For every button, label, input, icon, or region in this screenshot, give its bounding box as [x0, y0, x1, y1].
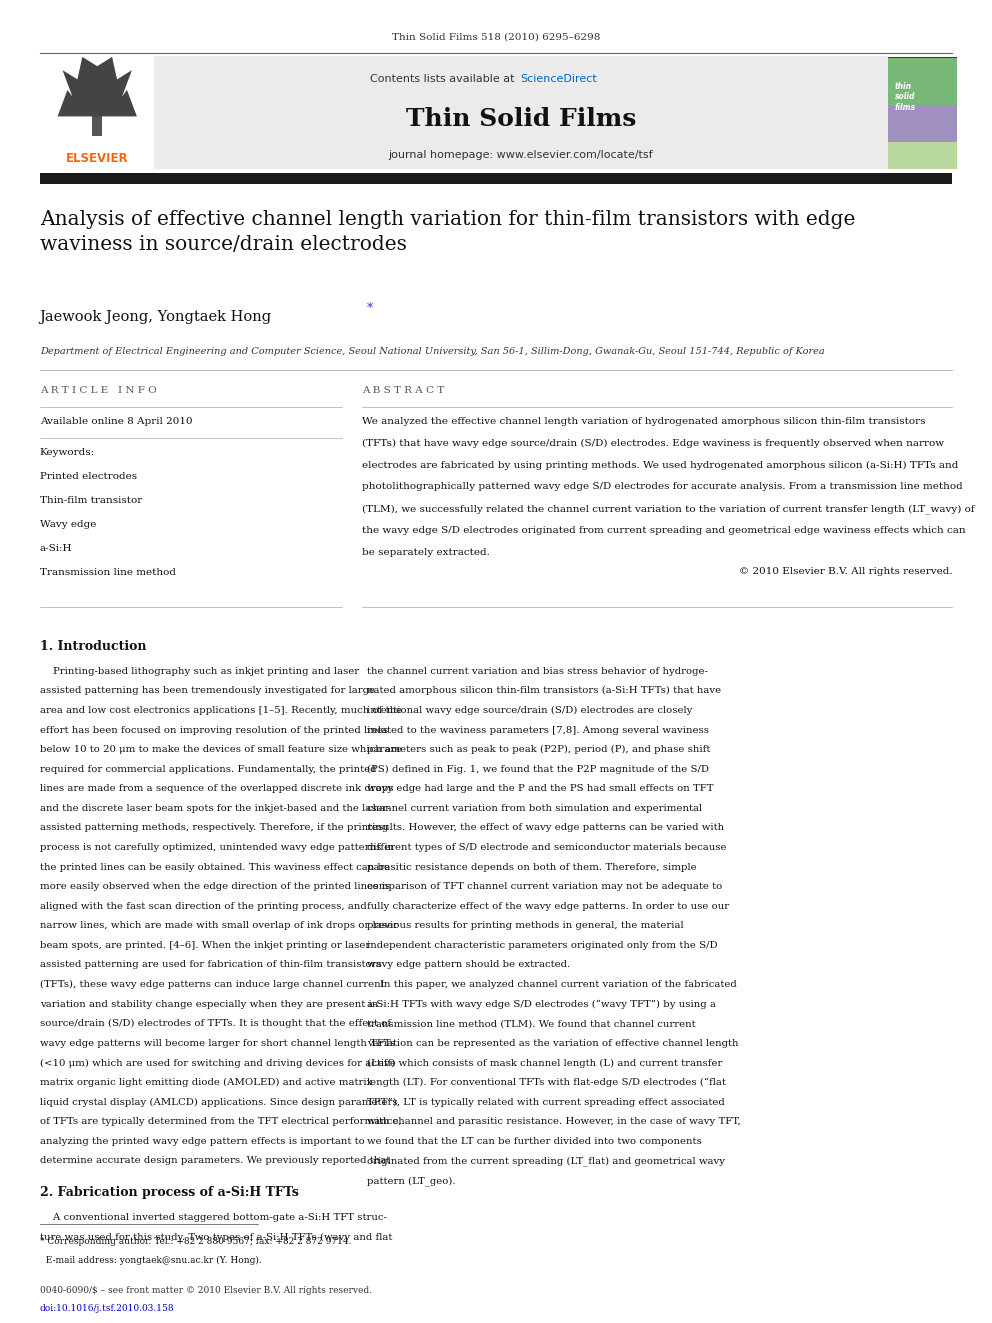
Bar	[154, 56, 888, 169]
Text: A B S T R A C T: A B S T R A C T	[362, 386, 444, 396]
Text: A R T I C L E   I N F O: A R T I C L E I N F O	[40, 386, 157, 396]
Text: we found that the LT can be further divided into two components: we found that the LT can be further divi…	[367, 1136, 701, 1146]
Text: 1. Introduction: 1. Introduction	[40, 640, 146, 654]
Text: liquid crystal display (AMLCD) applications. Since design parameters: liquid crystal display (AMLCD) applicati…	[40, 1098, 398, 1106]
Text: a-Si:H: a-Si:H	[40, 544, 72, 553]
Text: beam spots, are printed. [4–6]. When the inkjet printing or laser: beam spots, are printed. [4–6]. When the…	[40, 941, 370, 950]
Text: wavy edge pattern should be extracted.: wavy edge pattern should be extracted.	[367, 960, 570, 970]
Text: variation can be represented as the variation of effective channel length: variation can be represented as the vari…	[367, 1039, 738, 1048]
Text: assisted patterning methods, respectively. Therefore, if the printing: assisted patterning methods, respectivel…	[40, 823, 388, 832]
Text: a-Si:H TFTs with wavy edge S/D electrodes (“wavy TFT”) by using a: a-Si:H TFTs with wavy edge S/D electrode…	[367, 1000, 716, 1009]
Text: We analyzed the effective channel length variation of hydrogenated amorphous sil: We analyzed the effective channel length…	[362, 417, 926, 426]
Text: doi:10.1016/j.tsf.2010.03.158: doi:10.1016/j.tsf.2010.03.158	[40, 1304, 175, 1314]
Text: channel current variation from both simulation and experimental: channel current variation from both simu…	[367, 804, 702, 812]
Text: parasitic resistance depends on both of them. Therefore, simple: parasitic resistance depends on both of …	[367, 863, 696, 872]
Text: originated from the current spreading (LT_flat) and geometrical wavy: originated from the current spreading (L…	[367, 1156, 725, 1166]
Text: Jaewook Jeong, Yongtaek Hong: Jaewook Jeong, Yongtaek Hong	[40, 310, 277, 324]
Text: ELSEVIER: ELSEVIER	[65, 152, 129, 165]
Text: previous results for printing methods in general, the material: previous results for printing methods in…	[367, 921, 683, 930]
Bar	[888, 58, 957, 105]
Text: area and low cost electronics applications [1–5]. Recently, much of the: area and low cost electronics applicatio…	[40, 706, 402, 714]
Text: assisted patterning has been tremendously investigated for large: assisted patterning has been tremendousl…	[40, 687, 375, 696]
Text: (TFTs) that have wavy edge source/drain (S/D) electrodes. Edge waviness is frequ: (TFTs) that have wavy edge source/drain …	[362, 439, 944, 447]
Text: In this paper, we analyzed channel current variation of the fabricated: In this paper, we analyzed channel curre…	[367, 980, 737, 990]
Text: the channel current variation and bias stress behavior of hydroge-: the channel current variation and bias s…	[367, 667, 708, 676]
Text: analyzing the printed wavy edge pattern effects is important to: analyzing the printed wavy edge pattern …	[40, 1136, 364, 1146]
Text: Analysis of effective channel length variation for thin-film transistors with ed: Analysis of effective channel length var…	[40, 210, 855, 254]
Text: Wavy edge: Wavy edge	[40, 520, 96, 529]
Bar	[888, 57, 957, 66]
Text: (Leff) which consists of mask channel length (L) and current transfer: (Leff) which consists of mask channel le…	[367, 1058, 722, 1068]
Text: Available online 8 April 2010: Available online 8 April 2010	[40, 417, 192, 426]
Bar	[40, 173, 952, 184]
Text: below 10 to 20 μm to make the devices of small feature size which are: below 10 to 20 μm to make the devices of…	[40, 745, 402, 754]
Text: © 2010 Elsevier B.V. All rights reserved.: © 2010 Elsevier B.V. All rights reserved…	[739, 566, 952, 576]
Text: determine accurate design parameters. We previously reported that: determine accurate design parameters. We…	[40, 1156, 390, 1166]
Text: matrix organic light emitting diode (AMOLED) and active matrix: matrix organic light emitting diode (AMO…	[40, 1078, 372, 1088]
Text: the wavy edge S/D electrodes originated from current spreading and geometrical e: the wavy edge S/D electrodes originated …	[362, 525, 965, 534]
Text: effort has been focused on improving resolution of the printed lines: effort has been focused on improving res…	[40, 725, 388, 734]
Text: photolithographically patterned wavy edge S/D electrodes for accurate analysis. : photolithographically patterned wavy edg…	[362, 482, 963, 491]
Text: of TFTs are typically determined from the TFT electrical performance,: of TFTs are typically determined from th…	[40, 1117, 402, 1126]
Text: lines are made from a sequence of the overlapped discrete ink drops: lines are made from a sequence of the ov…	[40, 785, 393, 794]
Text: ture was used for this study. Two types of a-Si:H TFTs (wavy and flat: ture was used for this study. Two types …	[40, 1233, 392, 1241]
Text: Thin Solid Films 518 (2010) 6295–6298: Thin Solid Films 518 (2010) 6295–6298	[392, 33, 600, 41]
Text: electrodes are fabricated by using printing methods. We used hydrogenated amorph: electrodes are fabricated by using print…	[362, 460, 958, 470]
Bar	[92, 116, 102, 136]
Text: wavy edge patterns will become larger for short channel length TFTs: wavy edge patterns will become larger fo…	[40, 1039, 395, 1048]
Text: A conventional inverted staggered bottom-gate a-Si:H TFT struc-: A conventional inverted staggered bottom…	[40, 1213, 387, 1222]
Text: parameters such as peak to peak (P2P), period (P), and phase shift: parameters such as peak to peak (P2P), p…	[367, 745, 710, 754]
Text: Transmission line method: Transmission line method	[40, 568, 176, 577]
Text: Thin-film transistor: Thin-film transistor	[40, 496, 142, 505]
Text: Thin Solid Films: Thin Solid Films	[406, 107, 636, 131]
Text: E-mail address: yongtaek@snu.ac.kr (Y. Hong).: E-mail address: yongtaek@snu.ac.kr (Y. H…	[40, 1256, 262, 1265]
Text: independent characteristic parameters originated only from the S/D: independent characteristic parameters or…	[367, 941, 717, 950]
Text: wavy edge had large and the P and the PS had small effects on TFT: wavy edge had large and the P and the PS…	[367, 785, 713, 794]
Text: and the discrete laser beam spots for the inkjet-based and the laser-: and the discrete laser beam spots for th…	[40, 804, 391, 812]
Text: (<10 μm) which are used for switching and driving devices for active: (<10 μm) which are used for switching an…	[40, 1058, 396, 1068]
Text: (TLM), we successfully related the channel current variation to the variation of: (TLM), we successfully related the chann…	[362, 504, 975, 513]
Text: different types of S/D electrode and semiconductor materials because: different types of S/D electrode and sem…	[367, 843, 726, 852]
Text: (PS) defined in Fig. 1, we found that the P2P magnitude of the S/D: (PS) defined in Fig. 1, we found that th…	[367, 765, 709, 774]
Text: comparison of TFT channel current variation may not be adequate to: comparison of TFT channel current variat…	[367, 882, 722, 892]
Text: thin
solid
films: thin solid films	[895, 82, 916, 112]
Text: process is not carefully optimized, unintended wavy edge patterns in: process is not carefully optimized, unin…	[40, 843, 394, 852]
Text: required for commercial applications. Fundamentally, the printed: required for commercial applications. Fu…	[40, 765, 376, 774]
Text: nated amorphous silicon thin-film transistors (a-Si:H TFTs) that have: nated amorphous silicon thin-film transi…	[367, 687, 721, 696]
Text: be separately extracted.: be separately extracted.	[362, 548, 490, 557]
Text: 0040-6090/$ – see front matter © 2010 Elsevier B.V. All rights reserved.: 0040-6090/$ – see front matter © 2010 El…	[40, 1286, 372, 1295]
Polygon shape	[58, 57, 137, 116]
Text: fully characterize effect of the wavy edge patterns. In order to use our: fully characterize effect of the wavy ed…	[367, 902, 729, 910]
Text: aligned with the fast scan direction of the printing process, and: aligned with the fast scan direction of …	[40, 902, 366, 910]
Text: with channel and parasitic resistance. However, in the case of wavy TFT,: with channel and parasitic resistance. H…	[367, 1117, 741, 1126]
Text: *: *	[367, 302, 373, 315]
Text: * Corresponding author. Tel.: +82 2 880 9567; fax: +82 2 872 9714.: * Corresponding author. Tel.: +82 2 880 …	[40, 1237, 351, 1246]
Text: more easily observed when the edge direction of the printed lines is: more easily observed when the edge direc…	[40, 882, 390, 892]
Text: narrow lines, which are made with small overlap of ink drops or laser: narrow lines, which are made with small …	[40, 921, 398, 930]
Text: related to the waviness parameters [7,8]. Among several waviness: related to the waviness parameters [7,8]…	[367, 725, 709, 734]
Text: journal homepage: www.elsevier.com/locate/tsf: journal homepage: www.elsevier.com/locat…	[389, 149, 653, 160]
Text: Contents lists available at: Contents lists available at	[370, 74, 518, 85]
Text: results. However, the effect of wavy edge patterns can be varied with: results. However, the effect of wavy edg…	[367, 823, 724, 832]
Text: 2. Fabrication process of a-Si:H TFTs: 2. Fabrication process of a-Si:H TFTs	[40, 1187, 299, 1200]
Text: Keywords:: Keywords:	[40, 448, 95, 458]
Bar	[888, 105, 957, 142]
Text: length (LT). For conventional TFTs with flat-edge S/D electrodes (“flat: length (LT). For conventional TFTs with …	[367, 1078, 726, 1088]
Bar	[40, 56, 154, 169]
Text: Printed electrodes: Printed electrodes	[40, 472, 137, 482]
Text: Department of Electrical Engineering and Computer Science, Seoul National Univer: Department of Electrical Engineering and…	[40, 347, 824, 356]
Text: source/drain (S/D) electrodes of TFTs. It is thought that the effect of: source/drain (S/D) electrodes of TFTs. I…	[40, 1019, 391, 1028]
Text: intentional wavy edge source/drain (S/D) electrodes are closely: intentional wavy edge source/drain (S/D)…	[367, 706, 692, 714]
Text: variation and stability change especially when they are present in: variation and stability change especiall…	[40, 1000, 378, 1008]
Text: Printing-based lithography such as inkjet printing and laser: Printing-based lithography such as inkje…	[40, 667, 359, 676]
Text: (TFTs), these wavy edge patterns can induce large channel current: (TFTs), these wavy edge patterns can ind…	[40, 980, 384, 990]
Text: transmission line method (TLM). We found that channel current: transmission line method (TLM). We found…	[367, 1019, 695, 1028]
Text: ScienceDirect: ScienceDirect	[520, 74, 596, 85]
Bar	[888, 142, 957, 169]
Text: TFT”), LT is typically related with current spreading effect associated: TFT”), LT is typically related with curr…	[367, 1098, 725, 1106]
Text: pattern (LT_geo).: pattern (LT_geo).	[367, 1176, 455, 1185]
Text: the printed lines can be easily obtained. This waviness effect can be: the printed lines can be easily obtained…	[40, 863, 390, 872]
Text: assisted patterning are used for fabrication of thin-film transistors: assisted patterning are used for fabrica…	[40, 960, 382, 970]
